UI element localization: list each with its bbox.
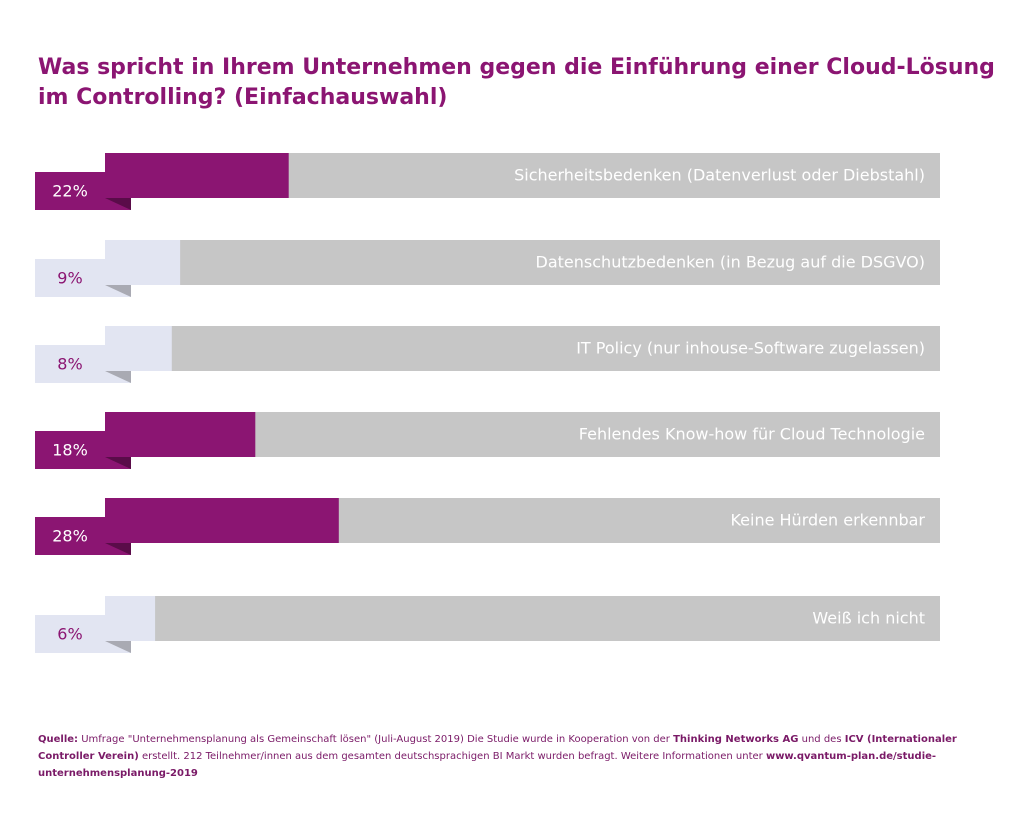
value-label: 28% [52, 527, 88, 546]
chart-title: Was spricht in Ihrem Unternehmen gegen d… [38, 53, 995, 113]
value-label: 6% [57, 625, 82, 644]
source-text: ICV (Internationaler Controller Verein) [38, 734, 957, 762]
source-text: Thinking Networks AG [673, 734, 799, 745]
source-text: und des [798, 734, 845, 745]
category-label: Fehlendes Know-how für Cloud Technologie [579, 425, 925, 444]
category-label: Weiß ich nicht [812, 609, 925, 628]
title-line: Was spricht in Ihrem Unternehmen gegen d… [38, 55, 995, 80]
bar [105, 596, 156, 641]
track [105, 326, 940, 371]
source-text: www.qvantum-plan.de/studie-unternehmensp… [38, 751, 937, 779]
value-label: 8% [57, 355, 82, 374]
category-label: Sicherheitsbedenken (Datenverlust oder D… [514, 166, 925, 185]
bar [105, 153, 289, 198]
source-note: Quelle: Umfrage "Unternehmensplanung als… [38, 731, 998, 782]
source-text: erstellt. 212 Teilnehmer/innen aus dem g… [138, 751, 766, 762]
track [105, 596, 940, 641]
source-text: Umfrage "Unternehmensplanung als Gemeins… [78, 734, 674, 745]
category-label: Keine Hürden erkennbar [730, 511, 925, 530]
bar [105, 498, 339, 543]
bar [105, 326, 172, 371]
bar [105, 240, 181, 285]
bar [105, 412, 256, 457]
title-line: im Controlling? (Einfachauswahl) [38, 85, 448, 110]
tag-fold [105, 371, 131, 383]
chart: 22% Sicherheitsbedenken (Datenverlust ode… [35, 153, 940, 653]
tag-fold [105, 285, 131, 297]
tag-fold [105, 198, 131, 210]
category-label: Datenschutzbedenken (in Bezug auf die DS… [536, 253, 925, 272]
tag-fold [105, 457, 131, 469]
track [105, 240, 940, 285]
value-label: 22% [52, 182, 88, 201]
value-label: 9% [57, 269, 82, 288]
value-label: 18% [52, 441, 88, 460]
source-text: Quelle: [38, 734, 79, 745]
tag-fold [105, 543, 131, 555]
category-label: IT Policy (nur inhouse-Software zugelass… [576, 339, 925, 358]
tag-fold [105, 641, 131, 653]
